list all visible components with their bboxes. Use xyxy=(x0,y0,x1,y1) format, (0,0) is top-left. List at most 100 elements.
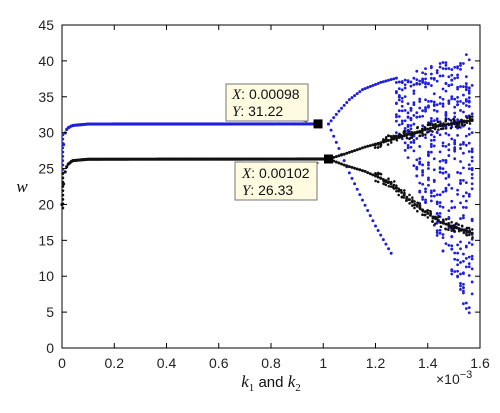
data-point xyxy=(424,187,427,191)
data-point xyxy=(424,200,427,204)
data-point xyxy=(421,213,424,217)
data-point xyxy=(463,123,467,127)
data-point xyxy=(433,215,437,219)
data-point xyxy=(394,76,398,80)
data-point xyxy=(371,173,375,177)
data-point xyxy=(423,213,427,217)
data-point xyxy=(409,145,413,149)
data-point xyxy=(457,228,461,232)
data-point xyxy=(464,104,468,107)
data-point xyxy=(429,199,433,203)
data-point xyxy=(435,79,439,83)
data-point xyxy=(462,289,465,293)
data-point xyxy=(412,114,416,117)
data-point xyxy=(418,115,422,119)
data-point xyxy=(466,116,469,120)
data-point xyxy=(453,251,457,255)
data-point xyxy=(444,170,448,174)
data-point xyxy=(61,206,65,210)
data-point xyxy=(403,78,407,82)
data-point xyxy=(467,167,471,171)
data-point xyxy=(358,147,362,151)
data-point xyxy=(439,220,443,224)
data-point xyxy=(432,135,436,139)
data-point xyxy=(389,138,393,142)
data-point xyxy=(427,150,430,154)
data-point xyxy=(410,131,414,134)
data-point xyxy=(426,216,430,219)
data-point xyxy=(408,193,411,197)
data-point xyxy=(464,301,468,305)
data-point xyxy=(403,141,407,145)
data-point xyxy=(456,258,459,262)
data-point xyxy=(426,130,429,134)
data-point xyxy=(386,181,390,185)
data-point xyxy=(464,206,468,209)
data-point xyxy=(384,79,388,83)
data-point xyxy=(438,231,442,235)
data-point xyxy=(392,136,396,140)
data-point xyxy=(452,227,455,231)
data-point xyxy=(429,123,432,127)
data-point xyxy=(447,222,450,225)
data-point xyxy=(432,108,436,112)
data-point xyxy=(418,79,422,83)
data-point xyxy=(470,173,474,176)
data-point xyxy=(395,184,398,187)
data-point xyxy=(400,109,404,113)
data-point xyxy=(444,118,448,121)
data-point xyxy=(462,62,465,65)
data-point xyxy=(424,106,427,109)
data-point xyxy=(456,103,459,107)
data-point xyxy=(412,101,416,105)
data-point xyxy=(441,74,445,78)
data-point xyxy=(453,149,457,153)
data-point xyxy=(456,87,459,91)
data-point xyxy=(384,183,388,187)
data-point xyxy=(444,127,448,130)
data-point xyxy=(470,217,474,221)
datatip-1-marker xyxy=(313,119,323,129)
data-point xyxy=(441,61,445,64)
data-point xyxy=(424,67,427,71)
data-point xyxy=(464,191,468,195)
data-point xyxy=(429,65,433,68)
data-point xyxy=(456,269,459,273)
data-point xyxy=(467,306,471,310)
data-point xyxy=(429,72,433,76)
data-point xyxy=(438,150,442,154)
data-point xyxy=(366,144,370,148)
data-point xyxy=(371,219,375,223)
data-point xyxy=(456,192,459,196)
data-point xyxy=(424,98,427,102)
data-point xyxy=(459,182,462,185)
data-point xyxy=(444,218,448,221)
data-point xyxy=(450,78,454,82)
data-point xyxy=(387,184,391,188)
data-point xyxy=(421,173,425,177)
datatip-2-y-label: Y xyxy=(242,183,252,199)
data-point xyxy=(407,198,411,201)
data-point xyxy=(462,93,465,97)
data-point xyxy=(360,88,364,92)
data-point xyxy=(467,127,471,131)
data-point xyxy=(421,195,425,199)
data-point xyxy=(424,198,427,202)
data-point xyxy=(464,134,468,138)
data-point xyxy=(423,210,427,214)
data-point xyxy=(389,141,393,144)
data-point xyxy=(353,166,357,170)
data-point xyxy=(355,187,359,191)
data-point xyxy=(439,225,443,229)
data-point xyxy=(379,233,383,237)
data-point xyxy=(432,92,436,96)
datatip-1-x-label: X xyxy=(231,87,242,103)
y-tick-label: 10 xyxy=(38,268,54,284)
data-point xyxy=(427,167,430,170)
data-point xyxy=(441,144,445,148)
data-point xyxy=(435,71,439,75)
data-point xyxy=(418,97,422,101)
data-point xyxy=(424,133,427,136)
data-point xyxy=(421,71,425,75)
data-point xyxy=(329,119,333,123)
